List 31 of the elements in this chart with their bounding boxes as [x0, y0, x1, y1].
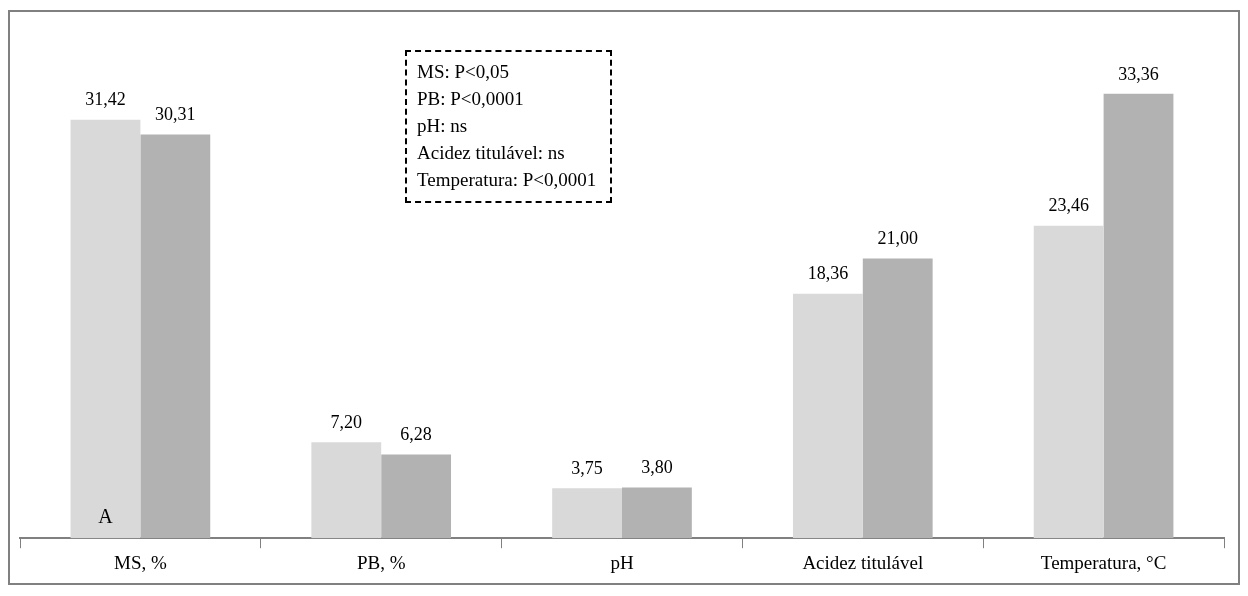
bar — [70, 119, 141, 539]
data-label: 3,75 — [571, 457, 603, 478]
annotation: Acidez titulável: ns — [417, 141, 566, 165]
data-label: 6,28 — [400, 424, 432, 445]
bar — [140, 134, 211, 539]
annotation: PB: P<0,0001 — [417, 87, 525, 111]
annotation: A — [98, 505, 114, 528]
bar — [311, 442, 382, 539]
x-tick-label: pH — [610, 551, 634, 573]
bar — [552, 488, 622, 539]
data-label: 31,42 — [85, 89, 126, 110]
data-label: 3,80 — [641, 457, 673, 478]
x-tick-label: PB, % — [356, 551, 406, 573]
x-tick-label: MS, % — [114, 551, 167, 573]
x-tick-label: Acidez titulável — [802, 551, 924, 573]
data-label: 33,36 — [1118, 63, 1159, 84]
bar — [792, 293, 863, 539]
bar — [1033, 225, 1104, 539]
data-label: 18,36 — [807, 263, 849, 284]
annotation: pH: ns — [417, 114, 469, 138]
bar — [862, 258, 933, 539]
data-label: 23,46 — [1048, 195, 1089, 216]
text: MS: P<0,05 — [417, 61, 510, 82]
data-label: 21,00 — [877, 228, 918, 249]
bar — [622, 487, 692, 539]
data-label: 30,31 — [155, 104, 196, 125]
bar — [1103, 93, 1174, 539]
x-tick-label: Temperatura, °C — [1040, 551, 1167, 573]
annotation: Temperatura: P<0,0001 — [417, 168, 597, 192]
data-label: 7,20 — [330, 412, 363, 433]
bar — [381, 454, 452, 539]
